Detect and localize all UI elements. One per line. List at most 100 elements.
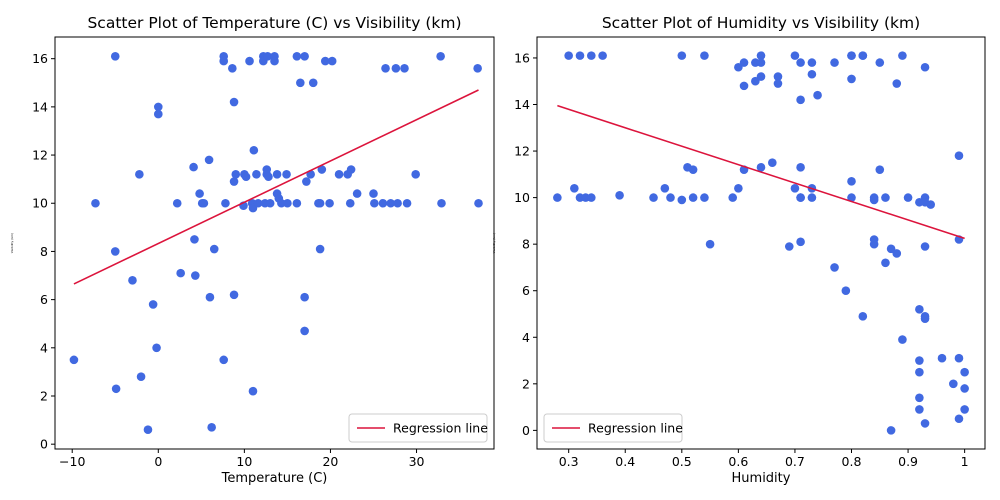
data-point bbox=[436, 51, 445, 61]
data-point bbox=[474, 198, 483, 208]
data-point bbox=[813, 90, 822, 100]
data-point bbox=[564, 51, 573, 60]
x-axis-label: Humidity bbox=[732, 471, 791, 486]
data-point bbox=[807, 58, 817, 67]
data-point bbox=[327, 56, 337, 66]
data-point bbox=[915, 393, 924, 403]
data-point bbox=[751, 76, 760, 86]
data-point bbox=[807, 193, 817, 202]
data-point bbox=[937, 353, 947, 363]
data-point bbox=[241, 172, 251, 182]
data-point bbox=[700, 193, 709, 202]
data-point bbox=[705, 239, 715, 249]
y-tick-label: 14 bbox=[514, 97, 530, 112]
data-point bbox=[111, 384, 121, 394]
data-point bbox=[402, 198, 412, 208]
data-point bbox=[920, 314, 930, 323]
y-tick-label: 8 bbox=[522, 237, 530, 252]
data-point bbox=[688, 193, 698, 202]
data-point bbox=[915, 405, 924, 414]
x-tick-label: 30 bbox=[409, 454, 425, 469]
data-point bbox=[869, 195, 879, 205]
chart-2: Scatter Plot of Humidity vs Visibility (… bbox=[492, 14, 986, 486]
data-point bbox=[881, 193, 890, 202]
data-point bbox=[756, 72, 766, 81]
y-tick-label: 4 bbox=[40, 340, 48, 355]
data-point bbox=[270, 56, 279, 66]
data-point bbox=[153, 109, 163, 119]
legend-label: Regression line bbox=[588, 421, 683, 436]
data-point bbox=[920, 242, 930, 251]
data-point bbox=[796, 58, 805, 67]
data-point bbox=[677, 51, 687, 60]
data-point bbox=[858, 312, 868, 321]
data-point bbox=[252, 170, 261, 179]
legend: Regression line bbox=[543, 413, 683, 443]
data-point bbox=[875, 58, 885, 67]
data-point bbox=[773, 72, 783, 81]
data-point bbox=[302, 177, 311, 186]
data-point bbox=[915, 305, 924, 314]
data-point bbox=[308, 78, 318, 88]
data-point bbox=[325, 198, 334, 208]
data-point bbox=[393, 198, 402, 208]
data-point bbox=[231, 170, 241, 179]
y-tick-label: 10 bbox=[514, 190, 530, 205]
y-tick-label: 2 bbox=[40, 388, 48, 403]
data-point bbox=[292, 51, 302, 61]
data-point bbox=[317, 165, 327, 174]
data-point bbox=[960, 405, 969, 414]
data-point bbox=[734, 62, 743, 72]
data-point bbox=[847, 193, 856, 202]
data-point bbox=[869, 239, 879, 249]
legend-box bbox=[348, 413, 488, 443]
data-point bbox=[282, 170, 291, 179]
data-point bbox=[960, 367, 969, 377]
x-axis-label: Temperature (C) bbox=[221, 471, 328, 486]
data-point bbox=[807, 69, 817, 79]
data-point bbox=[262, 165, 272, 174]
data-point bbox=[898, 51, 907, 60]
data-point bbox=[229, 290, 239, 300]
data-point bbox=[152, 343, 161, 353]
data-point bbox=[728, 193, 738, 202]
data-point bbox=[739, 58, 749, 67]
data-point bbox=[205, 292, 215, 302]
y-tick-label: 16 bbox=[32, 51, 48, 66]
data-point bbox=[739, 81, 749, 91]
data-point bbox=[253, 198, 263, 208]
data-point bbox=[553, 193, 562, 202]
data-point bbox=[598, 51, 607, 60]
y-axis-label: Visibility (km) bbox=[10, 233, 14, 254]
data-point bbox=[768, 158, 777, 167]
legend-box bbox=[543, 413, 683, 443]
data-point bbox=[796, 237, 805, 247]
data-point bbox=[277, 198, 286, 208]
data-point bbox=[320, 56, 330, 66]
data-point bbox=[954, 353, 964, 363]
data-point bbox=[847, 74, 856, 84]
y-tick-label: 12 bbox=[32, 148, 48, 163]
data-point bbox=[411, 170, 420, 179]
data-point bbox=[207, 423, 216, 432]
data-point bbox=[264, 172, 273, 182]
data-point bbox=[587, 51, 596, 60]
data-point bbox=[272, 170, 282, 179]
plot-frame bbox=[536, 36, 986, 450]
x-tick-label: 0.4 bbox=[615, 454, 635, 469]
data-point bbox=[190, 235, 199, 244]
data-point bbox=[228, 64, 237, 73]
data-point bbox=[128, 276, 137, 285]
data-point bbox=[110, 51, 120, 61]
data-point bbox=[148, 300, 158, 309]
x-tick-label: 0.6 bbox=[728, 454, 748, 469]
y-tick-label: 2 bbox=[522, 376, 530, 391]
data-point bbox=[209, 244, 219, 254]
data-point bbox=[219, 56, 229, 66]
y-tick-label: 14 bbox=[32, 99, 48, 114]
data-point bbox=[369, 189, 378, 198]
data-point bbox=[903, 193, 913, 202]
data-point bbox=[847, 177, 856, 186]
y-tick-label: 12 bbox=[514, 144, 530, 159]
data-point bbox=[915, 356, 924, 365]
